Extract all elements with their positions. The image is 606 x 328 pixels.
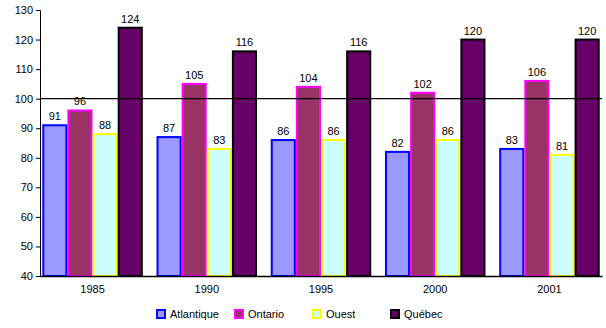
x-axis: 1985 1990 1995 2000 2001 bbox=[41, 276, 603, 295]
y-tick: 100 bbox=[15, 93, 40, 105]
data-labels: 91 87 86 82 83 96 105 104 102 106 88 83 86 86 81 124 116… bbox=[49, 13, 597, 152]
chart: 40 50 60 70 80 90 100 110 120 130 1985 1990 1995 2000… bbox=[0, 0, 606, 328]
y-tick-label: 130 bbox=[15, 4, 33, 16]
y-tick-label: 110 bbox=[15, 63, 33, 75]
bar bbox=[94, 134, 117, 276]
x-tick-label: 1990 bbox=[195, 283, 219, 295]
data-label: 124 bbox=[121, 13, 139, 25]
bar bbox=[208, 149, 231, 276]
data-label: 86 bbox=[442, 125, 454, 137]
x-tick: 2000 bbox=[423, 276, 447, 295]
bar bbox=[500, 149, 523, 276]
bar bbox=[43, 125, 66, 276]
data-label: 116 bbox=[350, 36, 368, 48]
bar bbox=[297, 87, 320, 276]
data-label: 87 bbox=[163, 122, 175, 134]
legend-label: Ontario bbox=[248, 308, 284, 320]
bar bbox=[158, 137, 181, 276]
y-tick-mark bbox=[36, 217, 40, 218]
legend-swatch bbox=[235, 310, 243, 318]
bar bbox=[68, 110, 91, 276]
x-tick-label: 2000 bbox=[423, 283, 447, 295]
data-label: 116 bbox=[236, 36, 254, 48]
y-tick: 80 bbox=[21, 152, 40, 164]
data-label: 104 bbox=[299, 72, 317, 84]
y-tick-mark bbox=[36, 40, 40, 41]
x-tick: 2001 bbox=[537, 276, 561, 295]
x-tick: 1985 bbox=[80, 276, 104, 295]
x-tick-label: 2001 bbox=[537, 283, 561, 295]
x-tick-label: 1985 bbox=[80, 283, 104, 295]
y-axis-line bbox=[36, 11, 41, 277]
x-tick: 1990 bbox=[195, 276, 219, 295]
y-axis: 40 50 60 70 80 90 100 110 120 130 bbox=[15, 4, 41, 282]
y-tick-label: 100 bbox=[15, 93, 33, 105]
data-label: 120 bbox=[464, 25, 482, 37]
bar bbox=[411, 93, 434, 276]
legend-swatch bbox=[313, 310, 321, 318]
x-tick-label: 1995 bbox=[309, 283, 333, 295]
y-tick: 40 bbox=[21, 270, 40, 282]
bar bbox=[183, 84, 206, 276]
y-tick: 50 bbox=[21, 240, 40, 252]
y-tick-mark bbox=[36, 187, 40, 188]
y-tick-label: 90 bbox=[21, 122, 33, 134]
y-tick-label: 60 bbox=[21, 211, 33, 223]
y-tick-label: 80 bbox=[21, 152, 33, 164]
y-tick-label: 70 bbox=[21, 181, 33, 193]
data-label: 105 bbox=[185, 69, 203, 81]
bar bbox=[461, 40, 484, 276]
y-tick-mark bbox=[36, 246, 40, 247]
legend-label: Atlantique bbox=[170, 308, 219, 320]
data-label: 82 bbox=[391, 137, 403, 149]
data-label: 86 bbox=[277, 125, 289, 137]
bar bbox=[386, 152, 409, 276]
legend: Atlantique Ontario Ouest Québec bbox=[157, 308, 443, 320]
y-tick: 60 bbox=[21, 211, 40, 223]
data-label: 120 bbox=[578, 25, 596, 37]
data-label: 88 bbox=[99, 119, 111, 131]
data-label: 106 bbox=[528, 66, 546, 78]
y-tick-mark bbox=[36, 158, 40, 159]
bar bbox=[322, 140, 345, 276]
bar bbox=[347, 51, 370, 276]
bar bbox=[550, 155, 573, 276]
data-label: 86 bbox=[327, 125, 339, 137]
data-label: 91 bbox=[49, 110, 61, 122]
legend-swatch bbox=[157, 310, 165, 318]
legend-label: Ouest bbox=[326, 308, 355, 320]
data-label: 83 bbox=[213, 134, 225, 146]
bars bbox=[43, 28, 598, 276]
y-tick-label: 40 bbox=[21, 270, 33, 282]
data-label: 102 bbox=[413, 78, 431, 90]
y-tick-mark bbox=[36, 276, 40, 277]
y-tick-mark bbox=[36, 10, 40, 11]
bar bbox=[233, 51, 256, 276]
legend-label: Québec bbox=[404, 308, 443, 320]
bar bbox=[272, 140, 295, 276]
bar bbox=[525, 81, 548, 276]
y-tick: 90 bbox=[21, 122, 40, 134]
y-tick-label: 120 bbox=[15, 34, 33, 46]
y-tick-mark bbox=[36, 69, 40, 70]
bar bbox=[436, 140, 459, 276]
y-tick: 120 bbox=[15, 34, 40, 46]
data-label: 96 bbox=[74, 95, 86, 107]
x-tick: 1995 bbox=[309, 276, 333, 295]
bar bbox=[119, 28, 142, 276]
y-tick-label: 50 bbox=[21, 240, 33, 252]
data-label: 81 bbox=[556, 140, 568, 152]
x-axis-line bbox=[41, 276, 603, 278]
y-tick: 110 bbox=[15, 63, 40, 75]
y-tick-mark bbox=[36, 128, 40, 129]
y-tick: 130 bbox=[15, 4, 40, 16]
data-label: 83 bbox=[506, 134, 518, 146]
bar bbox=[576, 40, 599, 276]
reference-line bbox=[40, 98, 602, 99]
y-tick: 70 bbox=[21, 181, 40, 193]
y-tick-mark bbox=[36, 99, 40, 100]
legend-swatch bbox=[391, 310, 399, 318]
